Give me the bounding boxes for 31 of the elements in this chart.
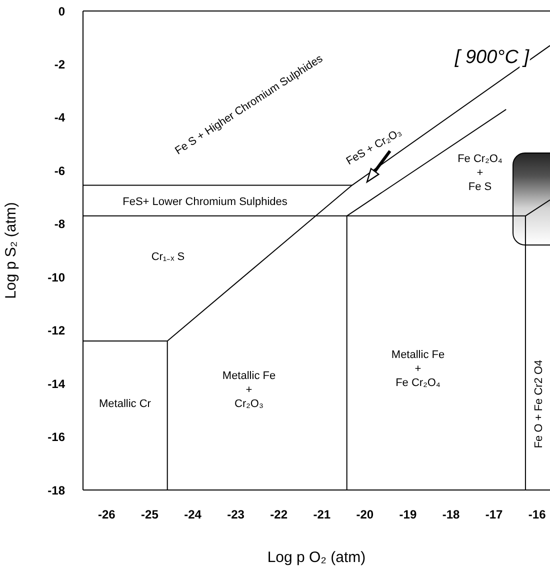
- y-tick-label: -10: [48, 270, 66, 284]
- annotation: Metallic Fe + Fe Cr₂O₄: [391, 348, 445, 389]
- y-tick-label: -6: [54, 164, 66, 178]
- annotation: Fe O + Fe Cr2 O4: [532, 360, 545, 448]
- x-tick-label: -24: [184, 508, 202, 522]
- y-tick-label: -14: [48, 376, 66, 391]
- annotation: Fe Cr₂O₄ + Fe S: [458, 152, 503, 193]
- y-tick-label: -2: [54, 57, 66, 72]
- y-axis-title: Log p S₂ (atm): [2, 202, 20, 299]
- y-tick-label: -8: [54, 217, 66, 232]
- x-tick-label: -26: [98, 508, 116, 522]
- x-tick-label: -19: [399, 508, 417, 522]
- y-tick-label: -4: [54, 110, 66, 125]
- x-tick-label: -25: [141, 508, 159, 522]
- annotation: Cr₁₋ₓ S: [151, 250, 185, 263]
- y-tick-label: -18: [48, 483, 66, 498]
- annotation: FeS + Cr₂O₃: [344, 126, 404, 168]
- annotation: FeS+ Lower Chromium Sulphides: [122, 196, 288, 208]
- x-tick-label: -20: [356, 508, 374, 522]
- y-tick-label: -12: [48, 324, 66, 338]
- x-tick-label: -23: [227, 508, 245, 522]
- x-tick-label: -17: [485, 508, 504, 522]
- annotation: Metallic Fe + Cr₂O₃: [222, 370, 276, 410]
- x-tick-label: -21: [313, 508, 331, 522]
- x-axis-title: Log p O₂ (atm): [267, 549, 366, 566]
- x-tick-label: -16: [528, 508, 546, 522]
- x-tick-label: -22: [270, 508, 288, 522]
- y-tick-label: -16: [48, 430, 66, 444]
- annotation: Metallic Cr: [99, 398, 152, 410]
- y-tick-label: 0: [58, 4, 66, 18]
- x-tick-label: -18: [442, 508, 460, 522]
